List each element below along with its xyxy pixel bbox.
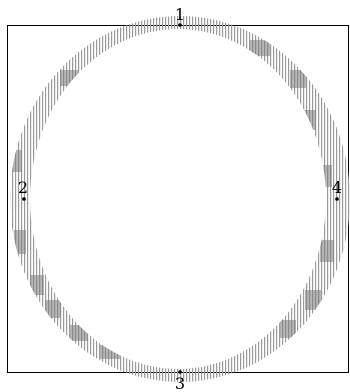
point-3-label: 3 — [175, 374, 185, 392]
point-3-marker — [178, 370, 182, 374]
point-1-label: 1 — [175, 5, 185, 24]
point-4-label: 4 — [332, 178, 342, 197]
point-2-label: 2 — [18, 178, 28, 197]
point-2-marker — [22, 197, 26, 201]
point-1-marker — [178, 23, 182, 27]
point-4-marker — [335, 197, 339, 201]
